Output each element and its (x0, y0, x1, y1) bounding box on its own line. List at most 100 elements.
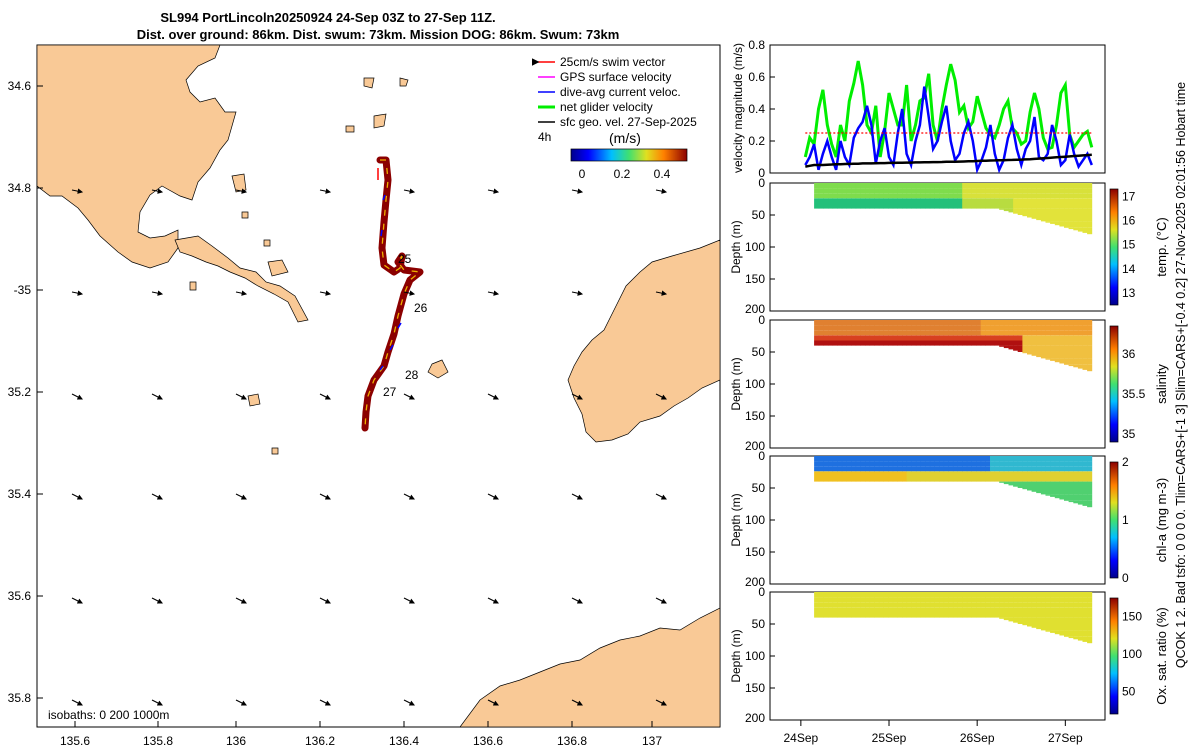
velocity-lines (803, 60, 1094, 175)
section-cell (1077, 320, 1083, 326)
section-cell (846, 607, 852, 613)
section-cell (1082, 500, 1088, 506)
section-cell (1040, 193, 1046, 199)
section-cell (1068, 471, 1074, 477)
section-cell (1082, 612, 1088, 618)
section-cell (878, 198, 884, 204)
section-cell (929, 193, 935, 199)
section-cell (943, 597, 949, 603)
section-cell (1050, 592, 1056, 598)
section-cell (897, 203, 903, 209)
map-y-tick-label: 35.8 (8, 691, 32, 705)
section-cell (962, 198, 968, 204)
section-cell (915, 330, 921, 336)
section-cell (952, 476, 958, 482)
section-cell (1059, 221, 1065, 227)
section-cell (915, 471, 921, 477)
section-cell (1082, 335, 1088, 341)
section-cell (888, 198, 894, 204)
section-cell (841, 198, 847, 204)
velocity-y-tick-label: 0.2 (748, 134, 765, 148)
section-cell (994, 602, 1000, 608)
section-cell (999, 456, 1005, 462)
section-cell (976, 183, 982, 189)
section-cell (934, 320, 940, 326)
colorbar-tick-label: 35.5 (1122, 387, 1146, 401)
section-cell (846, 456, 852, 462)
section-cell (888, 340, 894, 346)
section-cell (1017, 320, 1023, 326)
section-cell (929, 476, 935, 482)
section-cell (976, 602, 982, 608)
section-cell (1022, 352, 1028, 354)
section-cell (962, 340, 968, 346)
section-cell (980, 335, 986, 341)
section-cell (985, 607, 991, 613)
section-cell (869, 325, 875, 331)
section-cell (1008, 597, 1014, 603)
section-cell (1087, 208, 1093, 215)
section-cell (985, 340, 991, 346)
section-cell (1073, 466, 1079, 472)
section-cell (948, 340, 954, 346)
section-cell (1013, 183, 1019, 189)
section-cell (828, 592, 834, 598)
section-cell (874, 320, 880, 326)
map-y-tick-label: -35 (14, 283, 32, 297)
section-cell (1003, 461, 1009, 467)
section-cell (1073, 592, 1079, 598)
geo-arrow (71, 188, 84, 194)
land-kangaroo-island (459, 607, 720, 727)
section-cell (1059, 335, 1065, 341)
section-cell (934, 602, 940, 608)
section-cell (994, 466, 1000, 472)
colorbar-tick-label: 14 (1122, 262, 1136, 276)
section-cell (1040, 340, 1046, 346)
section-cell (1036, 488, 1042, 494)
section-cell (818, 188, 824, 194)
section-cell (888, 188, 894, 194)
legend-net-velocity: net glider velocity (560, 100, 653, 114)
section-cell (902, 466, 908, 472)
section-cell (943, 340, 949, 346)
section-cell (1068, 617, 1074, 624)
section-cell (1031, 481, 1037, 488)
section-cell (846, 198, 852, 204)
section-cell (943, 193, 949, 199)
section-cell (1068, 494, 1074, 501)
section-cell (1040, 466, 1046, 472)
section-cell (1050, 335, 1056, 341)
section-cell (980, 325, 986, 331)
section-cell (994, 471, 1000, 477)
section-cell (929, 461, 935, 467)
section-cell (841, 597, 847, 603)
section-cell (897, 335, 903, 341)
section-cell (1050, 325, 1056, 331)
section-cell (851, 607, 857, 613)
section-cell (1008, 461, 1014, 467)
section-cell (934, 203, 940, 209)
section-cell (925, 320, 931, 326)
section-cell (888, 325, 894, 331)
dive-avg-arrows (379, 194, 402, 371)
section-cell (1031, 203, 1037, 209)
section-cell (874, 198, 880, 204)
section-cell (1013, 340, 1019, 346)
section-cell (1082, 597, 1088, 603)
section-cell (1054, 352, 1060, 359)
section-cell (1050, 461, 1056, 467)
section-cell (1013, 612, 1019, 618)
section-cell (1013, 325, 1019, 331)
section-cell (1050, 624, 1056, 631)
section-cell (832, 456, 838, 462)
section-cell (939, 183, 945, 189)
section-cell (1008, 592, 1014, 598)
section-cell (929, 325, 935, 331)
section-cell (1059, 198, 1065, 204)
section-cell (966, 597, 972, 603)
section-cell (1031, 466, 1037, 472)
section-cell (943, 183, 949, 189)
section-cell (828, 612, 834, 618)
section-cell (869, 612, 875, 618)
